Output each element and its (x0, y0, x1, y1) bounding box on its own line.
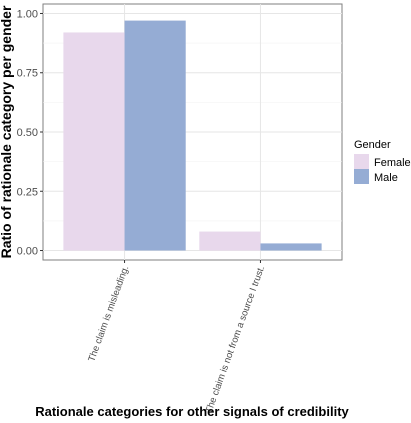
y-axis: 0.00 0.25 0.50 0.75 1.00 (17, 8, 43, 258)
legend-label-female: Female (374, 157, 411, 169)
y-tick-label: 0.50 (17, 127, 38, 139)
bar-female-2 (199, 231, 261, 251)
bars (63, 20, 322, 251)
x-tick-label: The claim is misleading. (86, 264, 131, 363)
bar-male-1 (124, 20, 186, 251)
y-tick-label: 0.00 (17, 246, 38, 258)
x-axis-title: Rationale categories for other signals o… (35, 404, 349, 419)
legend-key-male (354, 169, 369, 184)
y-tick-label: 0.75 (17, 68, 38, 80)
legend-key-female (354, 154, 369, 169)
y-tick-label: 1.00 (17, 8, 38, 20)
x-tick-label: The claim is not from a source I trust. (203, 264, 267, 415)
y-tick-label: 0.25 (17, 186, 38, 198)
bar-male-2 (260, 243, 322, 251)
legend-title: Gender (354, 139, 391, 151)
legend-label-male: Male (374, 172, 398, 184)
x-axis: The claim is misleading. The claim is not… (86, 260, 267, 415)
legend: Gender Female Male (354, 139, 411, 184)
bar-female-1 (63, 32, 125, 251)
y-axis-title: Ratio of rationale category per gender (0, 5, 14, 258)
